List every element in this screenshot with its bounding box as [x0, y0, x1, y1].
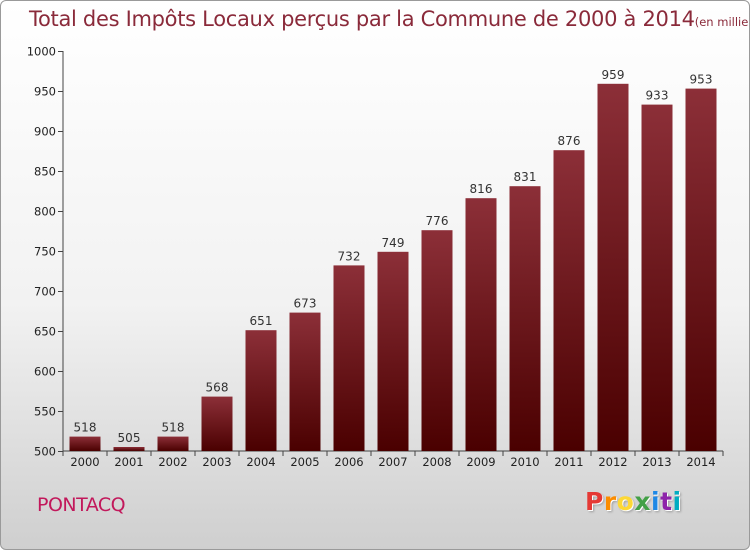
x-tick-label: 2006 [334, 455, 363, 469]
chart-title-unit: (en milliers d'€) [694, 15, 749, 29]
bar [597, 83, 629, 452]
bar [509, 186, 541, 451]
chart-axes: 500 550 600 650 700 750 800 850 900 950 1000 2000 20… [27, 45, 724, 469]
data-label: 776 [426, 214, 449, 228]
bar [685, 88, 717, 451]
bar [113, 447, 145, 451]
data-label: 749 [382, 236, 405, 250]
data-label: 505 [118, 431, 141, 445]
bar [421, 230, 453, 451]
data-label: 518 [162, 421, 185, 435]
y-tick-label: 1000 [27, 45, 56, 59]
bar [333, 265, 365, 451]
x-tick-label: 2005 [290, 455, 319, 469]
y-tick-label: 550 [34, 405, 56, 419]
x-tick-label: 2000 [70, 455, 99, 469]
x-tick-label: 2011 [554, 455, 583, 469]
data-label: 568 [206, 381, 229, 395]
bar [289, 312, 321, 451]
x-tick-label: 2013 [642, 455, 671, 469]
bar [245, 330, 277, 451]
x-tick-label: 2012 [598, 455, 627, 469]
bar [377, 251, 409, 451]
bar [553, 150, 585, 451]
y-tick-label: 650 [34, 325, 56, 339]
x-tick-label: 2002 [158, 455, 187, 469]
bar [201, 396, 233, 451]
data-label: 831 [514, 170, 537, 184]
x-tick-label: 2014 [686, 455, 715, 469]
data-label: 953 [690, 73, 713, 87]
data-label: 673 [294, 297, 317, 311]
bar [157, 436, 189, 451]
data-label: 518 [74, 421, 97, 435]
y-tick-label: 850 [34, 165, 56, 179]
data-label: 732 [338, 249, 361, 263]
data-label: 651 [250, 314, 273, 328]
y-tick-label: 800 [34, 205, 56, 219]
data-label: 933 [646, 89, 669, 103]
x-tick-label: 2007 [378, 455, 407, 469]
chart-bars [69, 83, 717, 452]
chart-title-main: Total des Impôts Locaux perçus par la Co… [29, 7, 695, 31]
x-tick-label: 2010 [510, 455, 539, 469]
bar [465, 198, 497, 451]
data-label: 959 [602, 68, 625, 82]
bar [69, 436, 101, 451]
proxiti-logo: Proxiti [585, 487, 682, 516]
x-tick-label: 2009 [466, 455, 495, 469]
y-tick-label: 900 [34, 125, 56, 139]
x-tick-label: 2001 [114, 455, 143, 469]
x-tick-label: 2004 [246, 455, 275, 469]
x-tick-label: 2008 [422, 455, 451, 469]
chart-data-labels: 518 505 518 568 651 673 732 749 776 816 831 876 959 9… [74, 68, 713, 445]
y-tick-label: 700 [34, 285, 56, 299]
y-tick-label: 600 [34, 365, 56, 379]
chart-title: Total des Impôts Locaux perçus par la Co… [29, 7, 749, 31]
y-tick-label: 750 [34, 245, 56, 259]
y-tick-label: 950 [34, 85, 56, 99]
data-label: 816 [470, 182, 493, 196]
x-tick-label: 2003 [202, 455, 231, 469]
y-tick-label: 500 [34, 445, 56, 459]
commune-name: PONTACQ [37, 494, 126, 516]
bar [641, 104, 673, 451]
data-label: 876 [558, 134, 581, 148]
